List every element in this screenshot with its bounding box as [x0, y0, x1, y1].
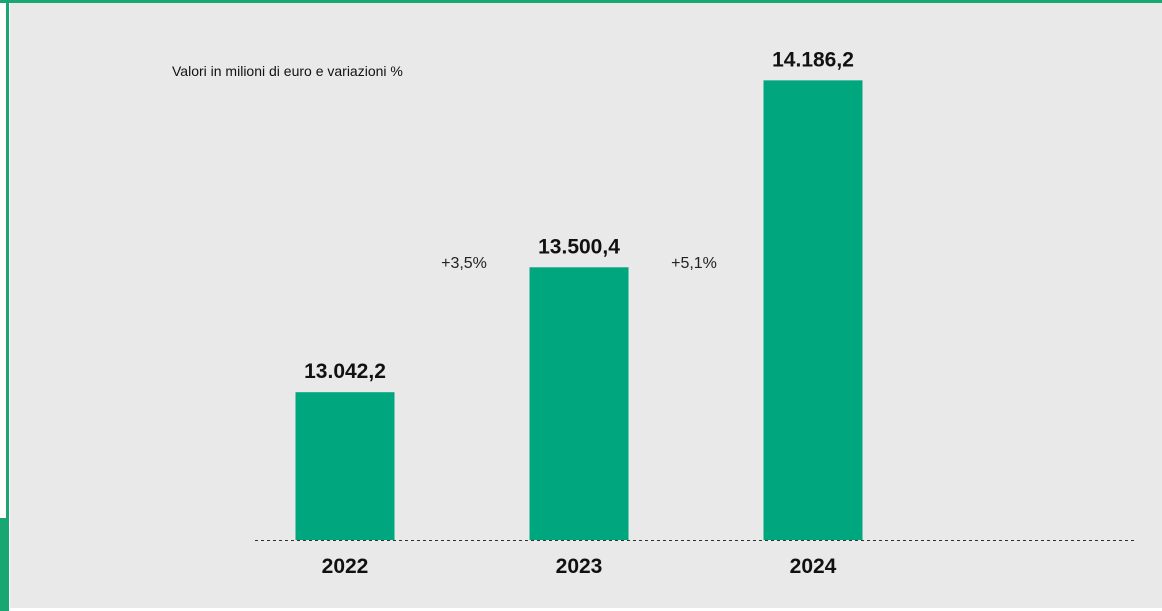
category-label: 2024 [790, 555, 837, 578]
chart-subtitle: Valori in milioni di euro e variazioni % [172, 63, 403, 79]
bar-value-label: 13.500,4 [538, 235, 620, 258]
variation-label: +3,5% [441, 255, 487, 272]
bar-value-label: 13.042,2 [304, 360, 386, 383]
left-accent-notch [0, 196, 6, 204]
category-label: 2022 [322, 555, 369, 578]
variation-label: +5,1% [671, 255, 717, 272]
left-accent-block [0, 518, 9, 611]
left-accent-line [6, 3, 9, 611]
bar-value-label: 14.186,2 [772, 48, 854, 71]
left-accent-notch [0, 65, 6, 73]
bar-chart: 13.042,2 2022 13.500,4 2023 14.186,2 2024 +3,5… [255, 48, 1136, 578]
left-accent-bar [0, 3, 10, 611]
category-label: 2023 [556, 555, 603, 578]
bar-2024 [763, 80, 863, 540]
bar-2023 [529, 267, 629, 540]
bar-2022 [295, 392, 395, 540]
